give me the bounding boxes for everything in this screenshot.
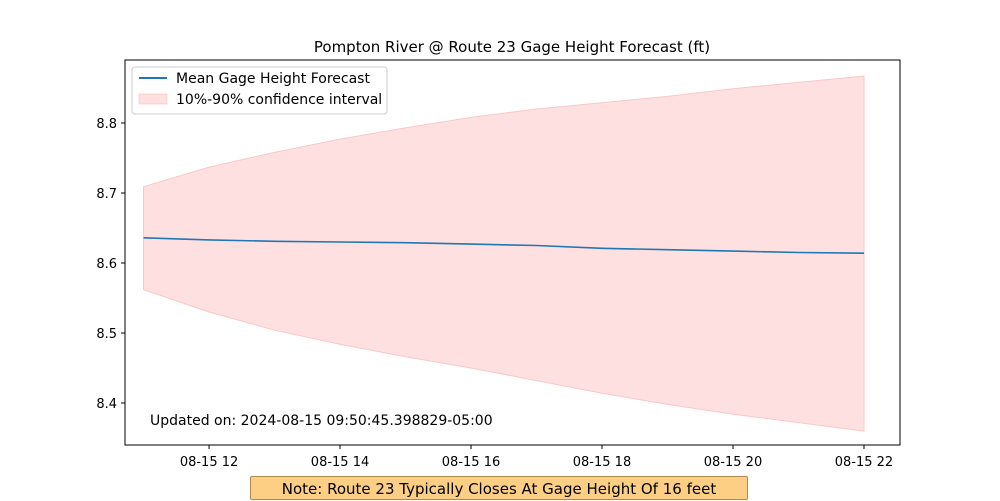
y-axis: 8.4 8.5 8.6 8.7 8.8 [96,117,125,412]
confidence-band [143,75,865,432]
y-tick-label: 8.8 [96,117,117,132]
plot-frame [124,59,901,446]
y-tick-label: 8.5 [96,327,117,342]
updated-timestamp: Updated on: 2024-08-15 09:50:45.398829-0… [150,413,493,429]
legend-mean-label: Mean Gage Height Forecast [176,71,370,87]
x-tick-label: 08-15 16 [442,455,500,470]
y-tick-label: 8.4 [96,397,117,412]
x-axis: 08-15 12 08-15 14 08-15 16 08-15 18 08-15 20… [180,445,893,470]
chart-title: Pompton River @ Route 23 Gage Height For… [314,38,710,56]
y-tick-label: 8.7 [96,187,117,202]
legend-band-label: 10%-90% confidence interval [176,92,382,108]
legend-band-swatch [138,93,168,105]
x-tick-label: 08-15 12 [180,455,238,470]
y-tick-label: 8.6 [96,257,117,272]
x-tick-label: 08-15 14 [311,455,369,470]
route-closure-note: Note: Route 23 Typically Closes At Gage … [250,476,748,500]
legend: Mean Gage Height Forecast 10%-90% confid… [131,66,388,115]
confidence-band-layer [143,75,865,432]
legend-box [131,66,388,115]
x-tick-label: 08-15 18 [573,455,631,470]
x-tick-label: 08-15 20 [704,455,762,470]
forecast-chart: Pompton River @ Route 23 Gage Height For… [96,38,901,470]
mean-forecast-line [143,237,864,254]
x-tick-label: 08-15 22 [835,455,893,470]
mean-line-layer [143,237,864,254]
